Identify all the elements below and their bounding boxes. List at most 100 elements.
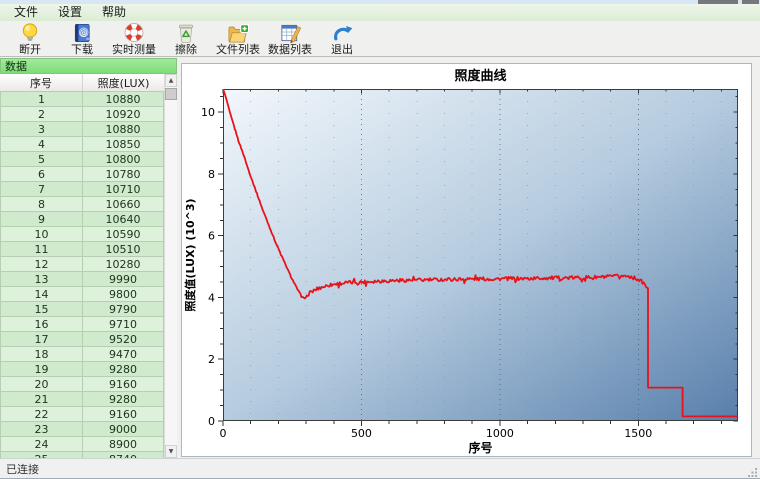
svg-text:6: 6 <box>208 230 215 243</box>
cell-lux: 9160 <box>83 377 164 392</box>
scroll-down-button[interactable]: ▼ <box>165 445 177 458</box>
toolbar: 断开 @ 下载 实时测量 <box>0 21 760 57</box>
table-scrollbar[interactable]: ▲ ▼ <box>164 74 177 458</box>
toolbar-button-label: 数据列表 <box>268 43 312 56</box>
cell-lux: 9990 <box>83 272 164 287</box>
table-row[interactable]: 24 8900 <box>0 437 164 452</box>
cell-lux: 10590 <box>83 227 164 242</box>
data-panel: 数据 序号 照度(LUX) 1 10880 2 10920 3 10880 4 10850 5 1… <box>0 58 177 458</box>
table-row[interactable]: 20 9160 <box>0 377 164 392</box>
table-body: 1 10880 2 10920 3 10880 4 10850 5 10800 6 10780 7 107… <box>0 92 164 458</box>
table-row[interactable]: 6 10780 <box>0 167 164 182</box>
table-row[interactable]: 18 9470 <box>0 347 164 362</box>
svg-text:照度值(LUX) (10^3): 照度值(LUX) (10^3) <box>183 198 197 311</box>
table-row[interactable]: 7 10710 <box>0 182 164 197</box>
resize-grip-icon[interactable] <box>748 467 758 477</box>
cell-index: 1 <box>0 92 83 107</box>
cell-lux: 9280 <box>83 392 164 407</box>
cell-index: 18 <box>0 347 83 362</box>
cell-lux: 9800 <box>83 287 164 302</box>
table-row[interactable]: 5 10800 <box>0 152 164 167</box>
cell-index: 3 <box>0 122 83 137</box>
svg-text:4: 4 <box>208 291 215 304</box>
table-row[interactable]: 19 9280 <box>0 362 164 377</box>
scroll-up-button[interactable]: ▲ <box>165 74 177 87</box>
cell-lux: 10920 <box>83 107 164 122</box>
cell-lux: 9470 <box>83 347 164 362</box>
table-row[interactable]: 9 10640 <box>0 212 164 227</box>
cell-lux: 8900 <box>83 437 164 452</box>
scroll-thumb[interactable] <box>165 88 177 100</box>
cell-lux: 10510 <box>83 242 164 257</box>
table-row[interactable]: 22 9160 <box>0 407 164 422</box>
cell-index: 15 <box>0 302 83 317</box>
cell-index: 11 <box>0 242 83 257</box>
cell-index: 24 <box>0 437 83 452</box>
table-row[interactable]: 258740 <box>0 452 164 458</box>
cell-index: 21 <box>0 392 83 407</box>
cell-index: 8 <box>0 197 83 212</box>
svg-text:@: @ <box>80 28 88 37</box>
address-book-icon: @ <box>74 24 90 42</box>
toolbar-button-label: 断开 <box>19 43 41 56</box>
cell-lux: 10660 <box>83 197 164 212</box>
cell-index: 10 <box>0 227 83 242</box>
menu-item-file[interactable]: 文件 <box>14 5 39 19</box>
toolbar-button-label: 下载 <box>71 43 93 56</box>
illuminance-curve <box>223 89 738 418</box>
column-header-lux[interactable]: 照度(LUX) <box>97 76 150 90</box>
cell-index: 17 <box>0 332 83 347</box>
toolbar-button-label: 文件列表 <box>216 43 260 56</box>
cell-index: 23 <box>0 422 83 437</box>
table-row[interactable]: 8 10660 <box>0 197 164 212</box>
cell-index: 9 <box>0 212 83 227</box>
realtime-measure-button[interactable]: 实时测量 <box>108 22 160 56</box>
cell-index: 2 <box>0 107 83 122</box>
svg-text:10: 10 <box>201 106 215 119</box>
exit-button[interactable]: 退出 <box>316 22 368 56</box>
table-row[interactable]: 3 10880 <box>0 122 164 137</box>
table-row[interactable]: 16 9710 <box>0 317 164 332</box>
cell-lux: 10280 <box>83 257 164 272</box>
data-table: 序号 照度(LUX) 1 10880 2 10920 3 10880 4 10850 5 1080… <box>0 74 177 458</box>
window-control-fragment <box>742 0 759 4</box>
svg-text:1500: 1500 <box>624 427 652 440</box>
chart-panel: 0 500 1000 1500 0 2 4 6 8 10 照度曲线 序号 照度值(LUX) (10^3) <box>181 63 752 457</box>
cell-lux: 10640 <box>83 212 164 227</box>
svg-text:0: 0 <box>220 427 227 440</box>
bulb-icon <box>22 23 38 41</box>
menu-item-help[interactable]: 帮助 <box>102 5 127 19</box>
table-row[interactable]: 23 9000 <box>0 422 164 437</box>
cell-index: 25 <box>0 452 83 458</box>
table-row[interactable]: 15 9790 <box>0 302 164 317</box>
exit-arrow-icon <box>333 26 353 41</box>
table-row[interactable]: 11 10510 <box>0 242 164 257</box>
table-row[interactable]: 2 10920 <box>0 107 164 122</box>
table-row[interactable]: 1 10880 <box>0 92 164 107</box>
table-row[interactable]: 21 9280 <box>0 392 164 407</box>
file-list-button[interactable]: 文件列表 <box>212 22 264 56</box>
cell-lux: 10880 <box>83 92 164 107</box>
table-row[interactable]: 10 10590 <box>0 227 164 242</box>
cell-index: 4 <box>0 137 83 152</box>
cell-lux: 9710 <box>83 317 164 332</box>
menu-item-settings[interactable]: 设置 <box>58 5 83 19</box>
download-button[interactable]: @ 下载 <box>56 22 108 56</box>
cell-index: 14 <box>0 287 83 302</box>
data-list-button[interactable]: 数据列表 <box>264 22 316 56</box>
table-row[interactable]: 4 10850 <box>0 137 164 152</box>
table-row[interactable]: 12 10280 <box>0 257 164 272</box>
lifebuoy-icon <box>124 23 144 42</box>
statusbar: 已连接 <box>0 458 760 479</box>
column-header-index[interactable]: 序号 <box>0 74 83 91</box>
erase-button[interactable]: 擦除 <box>160 22 212 56</box>
disconnect-button[interactable]: 断开 <box>4 22 56 56</box>
table-row[interactable]: 13 9990 <box>0 272 164 287</box>
toolbar-button-label: 实时测量 <box>112 43 156 56</box>
svg-text:2: 2 <box>208 353 215 366</box>
table-row[interactable]: 17 9520 <box>0 332 164 347</box>
cell-index: 16 <box>0 317 83 332</box>
cell-index: 7 <box>0 182 83 197</box>
table-row[interactable]: 14 9800 <box>0 287 164 302</box>
table-header: 序号 照度(LUX) <box>0 74 164 92</box>
